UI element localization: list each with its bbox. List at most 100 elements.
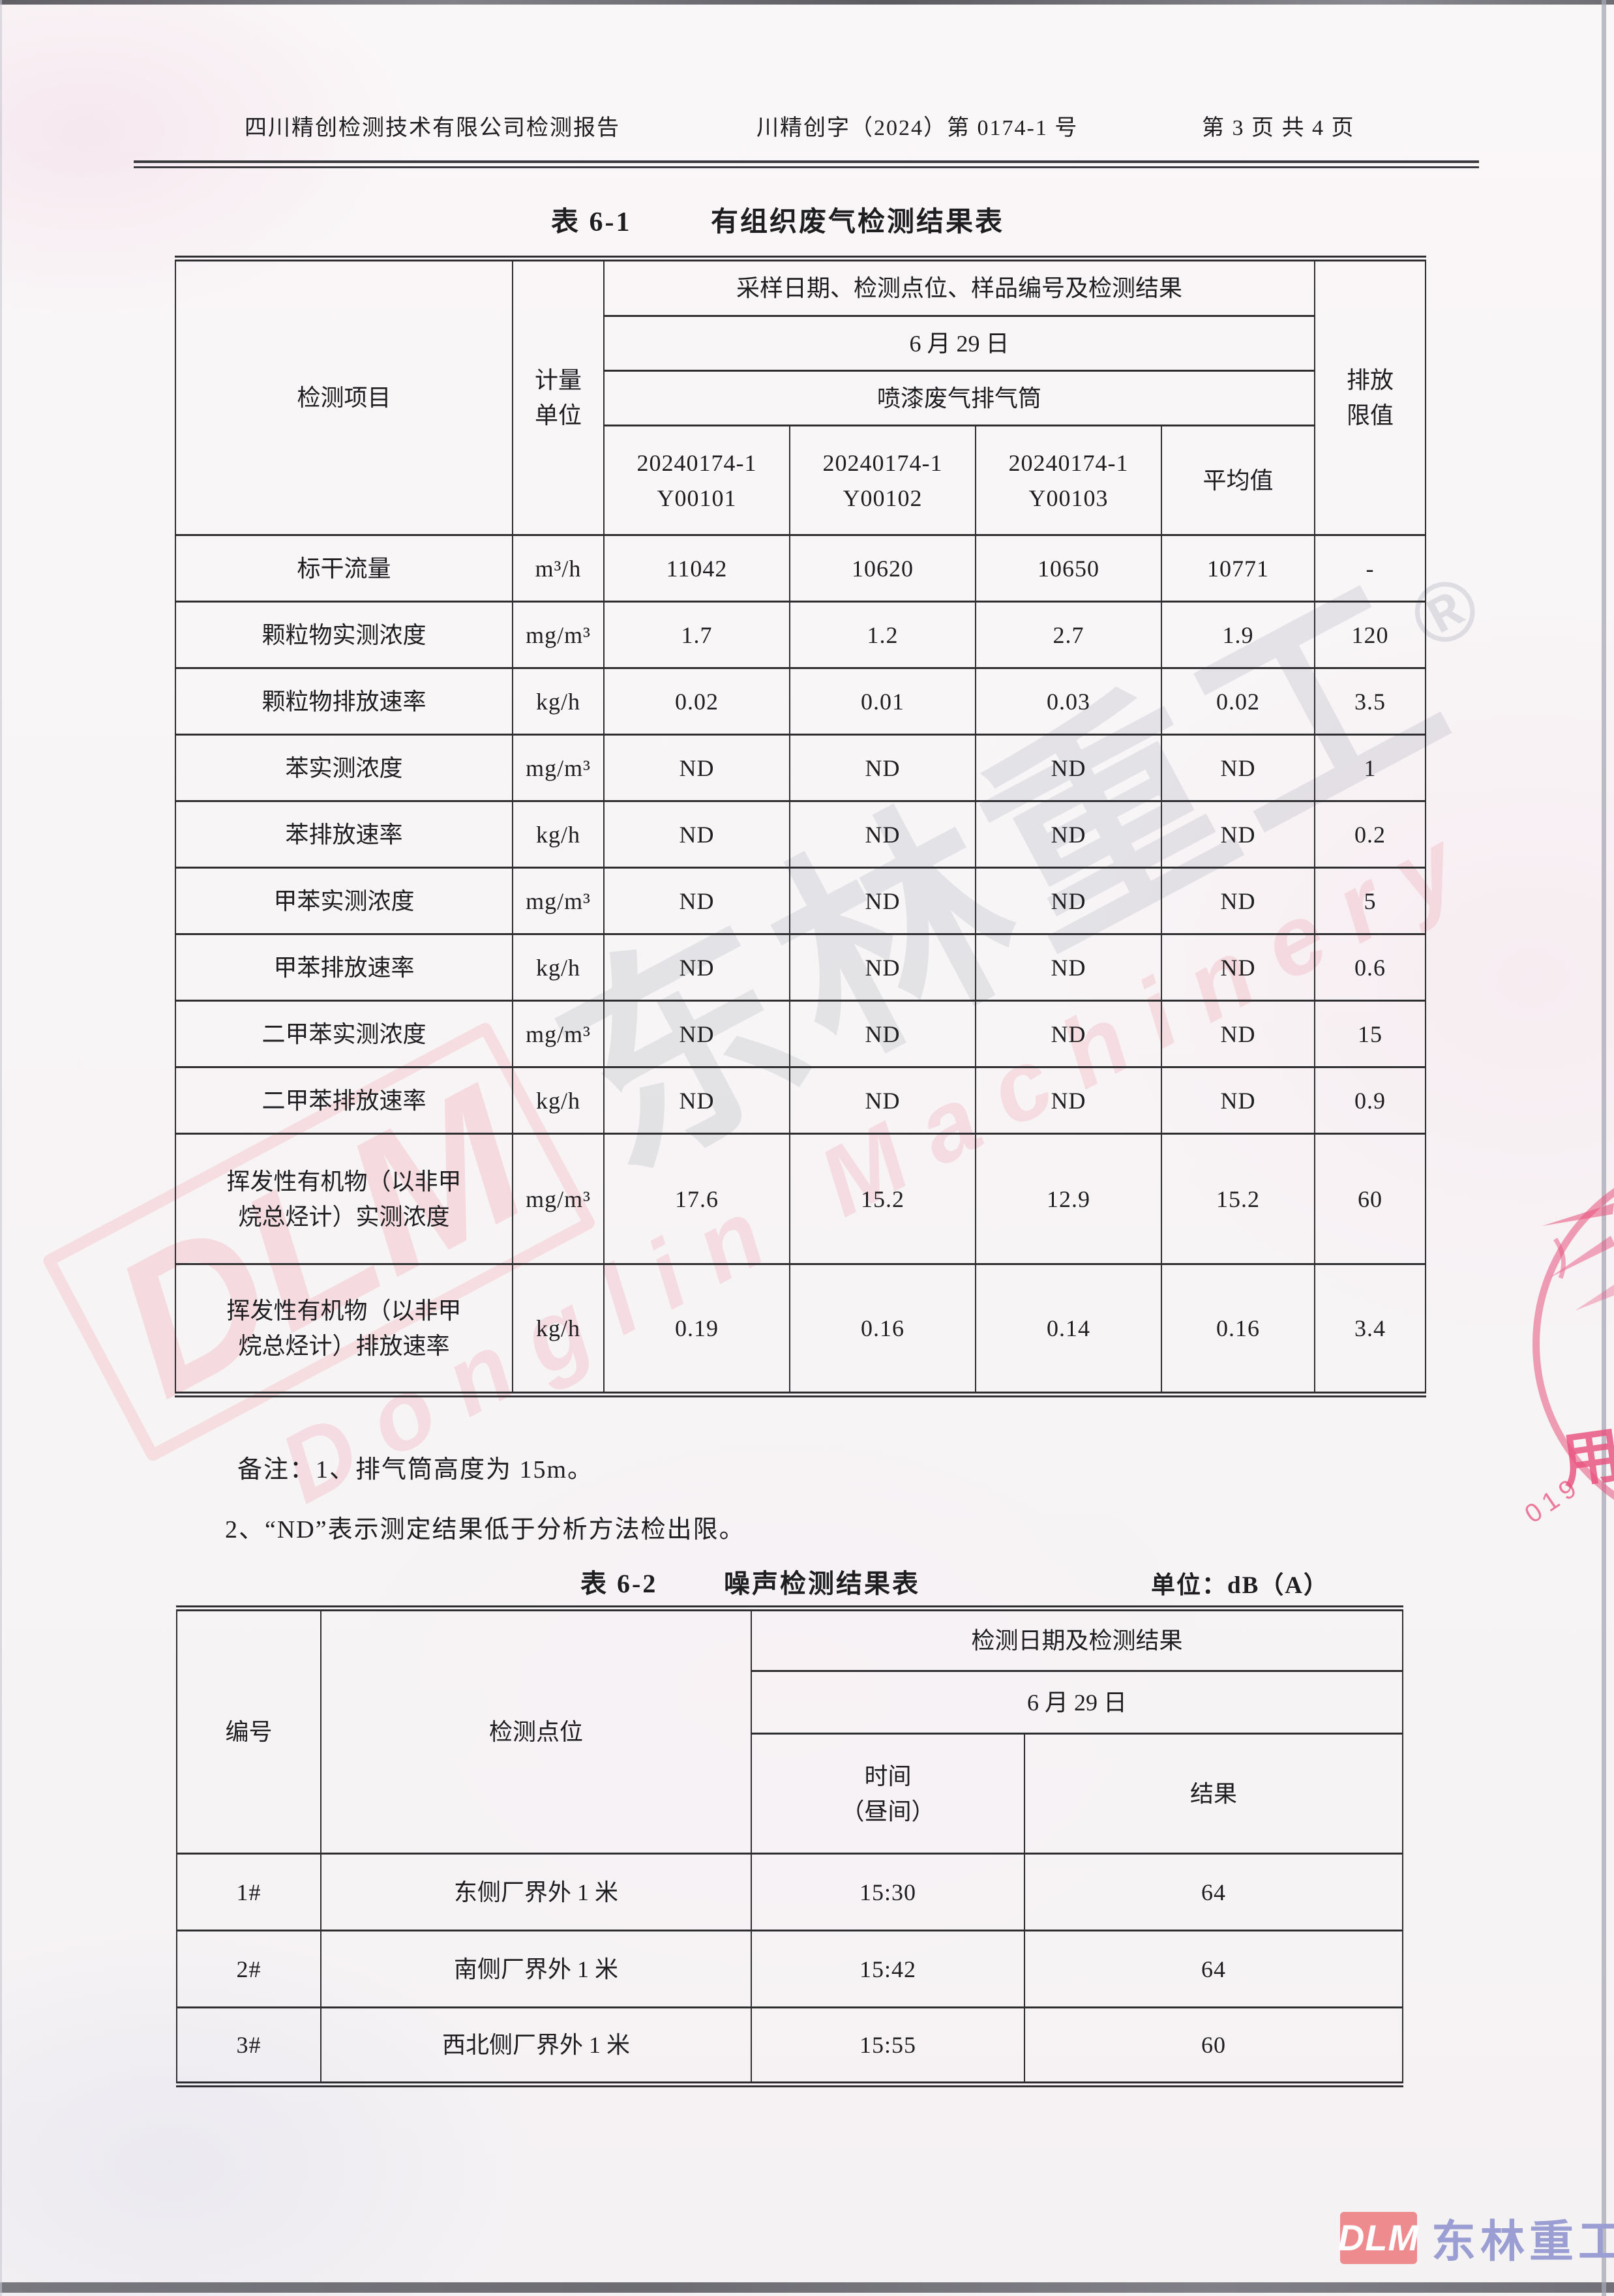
table-cell: 二甲苯排放速率	[175, 1066, 513, 1135]
table-cell: 颗粒物排放速率	[175, 667, 513, 736]
col-header-limit: 排放 限值	[1314, 258, 1427, 536]
table-row: 挥发性有机物（以非甲 烷总烃计）实测浓度 mg/m³ 17.6 15.2 12.…	[175, 1133, 1427, 1265]
col-header-id: 编号	[176, 1607, 321, 1855]
table-row: 甲苯实测浓度 mg/m³ ND ND ND ND 5	[175, 867, 1427, 935]
table1-emission-results: 检测项目 计量 单位 采样日期、检测点位、样品编号及检测结果 排放 限值 6 月…	[175, 256, 1427, 1397]
table-cell: ND	[975, 933, 1162, 1002]
table-cell: 15.2	[1160, 1133, 1316, 1265]
table-row: 喷漆废气排气筒	[175, 370, 1426, 426]
scan-edge-right	[1602, 0, 1606, 2296]
dlm-logo-box: DLM	[1338, 2211, 1420, 2264]
table-cell: ND	[975, 867, 1162, 935]
table-cell: 0.14	[975, 1263, 1162, 1395]
table-cell: 120	[1314, 601, 1427, 669]
table-cell: 0.9	[1314, 1066, 1427, 1135]
table-cell: 3.4	[1314, 1263, 1427, 1395]
table-cell: ND	[789, 734, 976, 802]
col-header-sample-2: 20240174-1 Y00102	[789, 425, 976, 536]
table-cell: ND	[789, 933, 976, 1002]
table-cell: 64	[1023, 1853, 1404, 1931]
table-cell: 1.7	[603, 601, 790, 669]
table-cell: 西北侧厂界外 1 米	[320, 2006, 752, 2085]
dlm-logo-text: DLM	[1338, 2217, 1420, 2258]
table-cell: 0.02	[603, 667, 790, 736]
table-cell: 60	[1023, 2006, 1404, 2085]
table-row: 颗粒物排放速率 kg/h 0.02 0.01 0.03 0.02 3.5	[175, 667, 1427, 736]
table-cell: 颗粒物实测浓度	[175, 601, 513, 669]
table-cell: 11042	[603, 534, 790, 603]
table-cell: 0.2	[1314, 800, 1427, 869]
table-row: 二甲苯实测浓度 mg/m³ ND ND ND ND 15	[175, 1000, 1427, 1068]
table-cell: ND	[1160, 800, 1316, 869]
table-cell: ND	[789, 1000, 976, 1068]
table-cell: kg/h	[512, 667, 605, 736]
table-cell: 0.03	[975, 667, 1162, 736]
table2-noise-results: 编号 检测点位 检测日期及检测结果 6 月 29 日 时间 （昼间） 结果 1#…	[176, 1605, 1404, 2087]
table-cell: 1.9	[1160, 601, 1316, 669]
table-cell: 0.16	[1160, 1263, 1316, 1395]
table1-title-label: 表 6-1	[551, 207, 632, 237]
table-cell: m³/h	[512, 534, 605, 603]
col-header-result: 结果	[1023, 1733, 1404, 1855]
col-header-date: 6 月 29 日	[603, 315, 1316, 372]
table-cell: 3#	[176, 2006, 321, 2085]
table-cell: ND	[789, 800, 976, 869]
table-row: 2# 南侧厂界外 1 米 15:42 64	[176, 1930, 1404, 2008]
table-cell: ND	[975, 734, 1162, 802]
table-row: 时间 （昼间） 结果	[177, 1733, 1404, 1855]
note-2: 2、“ND”表示测定结果低于分析方法检出限。	[225, 1516, 745, 1543]
header-page-number: 第 3 页 共 4 页	[1202, 116, 1355, 140]
table-cell: kg/h	[512, 1263, 605, 1395]
table-cell: 10771	[1160, 534, 1316, 603]
table-cell: ND	[789, 867, 976, 935]
header-company-report: 四川精创检测技术有限公司检测报告	[245, 116, 620, 140]
scan-edge-top	[0, 0, 1614, 5]
table-cell: 二甲苯实测浓度	[175, 1000, 513, 1068]
col-header-sample-1: 20240174-1 Y00101	[603, 425, 790, 536]
table2-title: 噪声检测结果表	[724, 1569, 920, 1598]
col-header-average: 平均值	[1160, 425, 1316, 536]
table-cell: ND	[1160, 1000, 1316, 1068]
table-row: 1# 东侧厂界外 1 米 15:30 64	[176, 1853, 1404, 1931]
table-row: 6 月 29 日	[177, 1670, 1404, 1735]
table-cell: 2.7	[975, 601, 1162, 669]
scan-edge-bottom	[0, 2282, 1614, 2293]
table-row: 20240174-1 Y00101 20240174-1 Y00102 2024…	[175, 425, 1426, 536]
table-cell: ND	[1160, 734, 1316, 802]
table-cell: 南侧厂界外 1 米	[320, 1930, 752, 2008]
seal-digits-fragment: 019	[1519, 1470, 1587, 1529]
table-row: 挥发性有机物（以非甲 烷总烃计）排放速率 kg/h 0.19 0.16 0.14…	[175, 1263, 1427, 1395]
table-cell: mg/m³	[512, 601, 605, 669]
table-row: 颗粒物实测浓度 mg/m³ 1.7 1.2 2.7 1.9 120	[175, 601, 1427, 669]
table-cell: 1#	[176, 1853, 321, 1931]
footer-logo: DLM 东林重工	[1338, 2205, 1614, 2270]
table-cell: 挥发性有机物（以非甲 烷总烃计）排放速率	[175, 1263, 513, 1395]
table-cell: mg/m³	[512, 1000, 605, 1068]
note-1: 备注：1、排气筒高度为 15m。	[237, 1456, 594, 1483]
table-cell: 甲苯排放速率	[175, 933, 513, 1002]
table-row: 6 月 29 日	[175, 315, 1426, 372]
table-row: 编号 检测点位 检测日期及检测结果	[176, 1607, 1404, 1855]
table-cell: mg/m³	[512, 734, 605, 802]
table-cell: 15:30	[751, 1853, 1025, 1931]
col-header-sample-3: 20240174-1 Y00103	[975, 425, 1162, 536]
table-cell: kg/h	[512, 1066, 605, 1135]
table-cell: 5	[1314, 867, 1427, 935]
table-cell: ND	[1160, 867, 1316, 935]
table-cell: 苯实测浓度	[175, 734, 513, 802]
table-cell: 0.6	[1314, 933, 1427, 1002]
table-cell: 1.2	[789, 601, 976, 669]
table-row: 标干流量 m³/h 11042 10620 10650 10771 -	[175, 534, 1427, 603]
table1-title: 有组织废气检测结果表	[711, 207, 1005, 237]
col-header-unit: 计量 单位	[512, 258, 605, 536]
col-header-group: 检测日期及检测结果	[750, 1607, 1404, 1672]
table-cell: 0.01	[789, 667, 976, 736]
table-cell: ND	[603, 734, 790, 802]
table-cell: ND	[975, 1066, 1162, 1135]
scan-edge-left	[0, 0, 2, 2296]
col-header-group: 采样日期、检测点位、样品编号及检测结果	[603, 258, 1316, 317]
red-seal-fragment: 用 019	[1497, 1167, 1614, 1598]
table-row: 二甲苯排放速率 kg/h ND ND ND ND 0.9	[175, 1066, 1427, 1135]
table-cell: 10620	[789, 534, 976, 603]
